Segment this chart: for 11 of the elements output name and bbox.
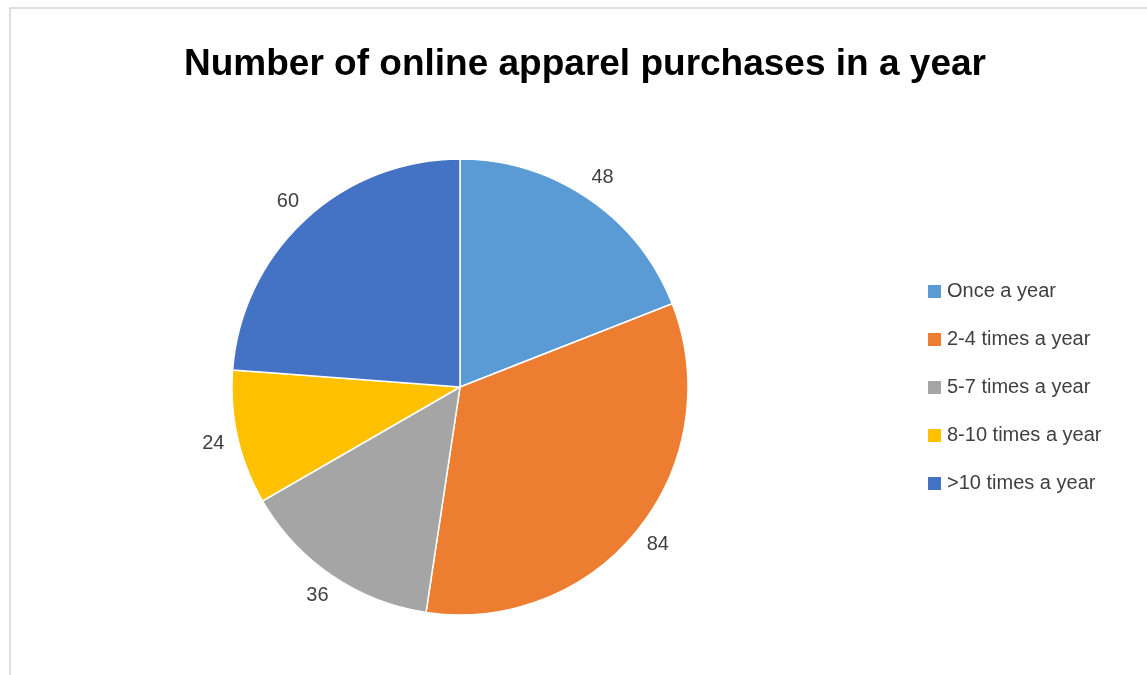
legend-label: 2-4 times a year (947, 327, 1091, 350)
legend-label: Once a year (947, 279, 1057, 302)
chart-title: Number of online apparel purchases in a year (184, 42, 986, 83)
legend-label: >10 times a year (947, 471, 1096, 494)
data-label: 48 (591, 165, 614, 188)
legend-label: 5-7 times a year (947, 375, 1091, 398)
data-label: 60 (276, 188, 300, 211)
data-label: 24 (202, 430, 225, 453)
data-label: 84 (646, 532, 669, 555)
data-label: 36 (306, 583, 329, 606)
legend-label: 8-10 times a year (947, 423, 1102, 446)
